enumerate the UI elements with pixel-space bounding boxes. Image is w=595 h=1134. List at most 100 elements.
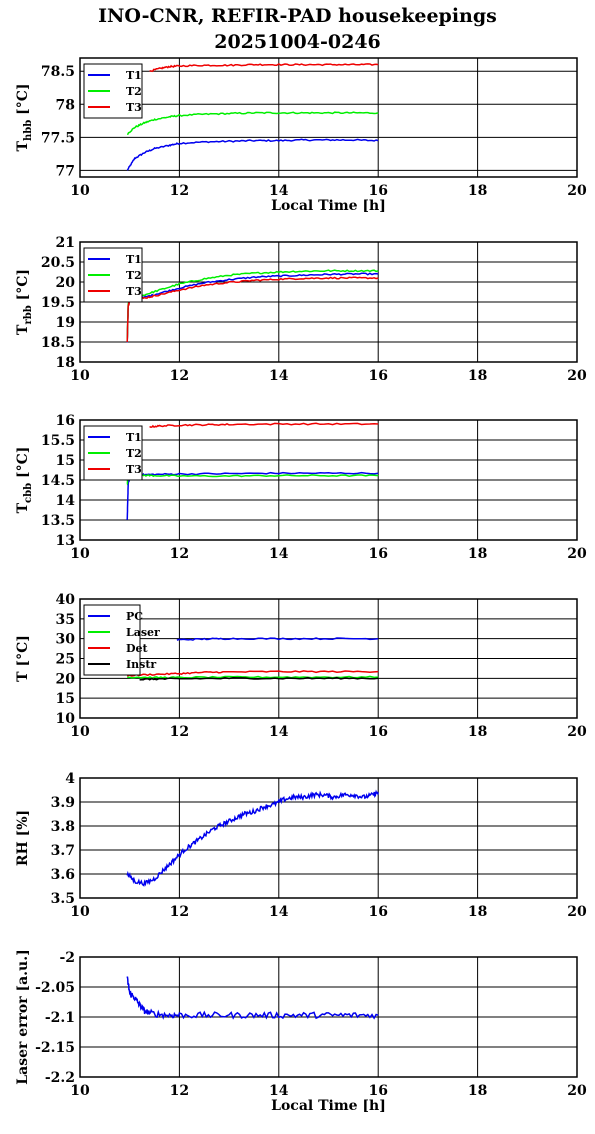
x-tick-label: 20	[567, 368, 587, 384]
plot-frame	[79, 241, 578, 363]
series-line-t3	[149, 422, 379, 428]
x-tick-label: 18	[468, 183, 487, 199]
x-tick-label: 20	[567, 904, 587, 920]
x-tick-label: 16	[368, 183, 387, 199]
x-tick-label: 20	[567, 724, 587, 740]
legend-label: PC	[126, 610, 143, 623]
y-tick-label: 15	[56, 453, 75, 469]
chart-laser: -2.2 -2.15 -2.1 -2.05 -2 10 12 14 16 18 20 Local Ti…	[15, 949, 587, 1114]
legend-label: T3	[126, 463, 142, 476]
y-tick-label: 19.5	[41, 295, 75, 311]
plot-frame	[79, 57, 578, 178]
chart-hbb: 77 77.5 78 78.5 10 12 14 16 18 20 Local Time [h] Th…	[15, 57, 587, 214]
y-tick-label: 14.5	[41, 473, 75, 489]
y-tick-label: 30	[56, 632, 76, 648]
x-tick-label: 20	[567, 546, 587, 562]
x-axis-label: Local Time [h]	[271, 198, 386, 214]
x-axis-label: Local Time [h]	[271, 1098, 386, 1114]
x-tick-label: 18	[468, 724, 487, 740]
series-line-t3	[149, 63, 379, 73]
x-tick-label: 14	[269, 183, 289, 199]
x-tick-label: 18	[468, 546, 487, 562]
series-line-laser	[126, 976, 379, 1020]
y-tick-label: 13.5	[41, 513, 75, 529]
legend-label: T3	[126, 101, 142, 114]
y-tick-label: -2	[59, 950, 75, 966]
y-tick-label: 40	[56, 592, 76, 608]
x-tick-label: 10	[70, 724, 90, 740]
chart-rbb: 18 18.5 19 19.5 20 20.5 21 10 12 14 16 18 20 Trbb [°C…	[15, 235, 587, 384]
y-tick-label: -2.05	[35, 980, 75, 996]
x-tick-label: 10	[70, 546, 90, 562]
legend-label: Instr	[126, 658, 156, 671]
y-tick-label: 3.8	[51, 819, 75, 835]
x-tick-label: 10	[70, 368, 90, 384]
y-tick-label: 16	[56, 413, 75, 429]
chart-cbb: 13 13.5 14 14.5 15 15.5 16 10 12 14 16 18 20 Tcbb [°C…	[15, 413, 587, 562]
y-tick-label: 18.5	[41, 335, 75, 351]
series-line-t3	[126, 276, 379, 343]
y-tick-label: -2.2	[45, 1070, 75, 1086]
y-tick-label: 77	[56, 163, 75, 179]
x-tick-label: 16	[368, 904, 387, 920]
x-tick-label: 16	[368, 546, 387, 562]
y-tick-label: 20	[56, 671, 76, 687]
y-tick-label: 19	[56, 315, 75, 331]
series-line-rh	[126, 789, 379, 887]
x-tick-label: 12	[170, 904, 189, 920]
x-tick-label: 12	[170, 183, 189, 199]
y-tick-label: 14	[56, 493, 76, 509]
x-tick-label: 14	[269, 546, 289, 562]
legend-label: T2	[126, 85, 142, 98]
y-axis-label: Thbb [°C]	[15, 84, 34, 152]
x-tick-label: 12	[170, 368, 189, 384]
x-tick-label: 14	[269, 904, 289, 920]
x-tick-label: 14	[269, 1083, 289, 1099]
y-tick-label: 25	[56, 652, 75, 668]
legend-label: T2	[126, 269, 142, 282]
y-tick-label: 78.5	[41, 64, 75, 80]
x-tick-label: 12	[170, 724, 189, 740]
y-tick-label: 20.5	[41, 255, 75, 271]
plot-frame	[79, 598, 578, 719]
y-axis-label: Trbb [°C]	[15, 269, 34, 335]
y-tick-label: 35	[56, 612, 75, 628]
figure-title: INO-CNR, REFIR-PAD housekeepings	[98, 5, 497, 27]
x-tick-label: 10	[70, 1083, 90, 1099]
plot-frame	[79, 419, 578, 541]
x-tick-label: 16	[368, 1083, 387, 1099]
legend-label: T3	[126, 285, 142, 298]
x-tick-label: 14	[269, 368, 289, 384]
y-tick-label: -2.15	[35, 1040, 75, 1056]
y-tick-label: 18	[56, 355, 75, 371]
y-tick-label: 15.5	[41, 433, 75, 449]
x-tick-label: 10	[70, 183, 90, 199]
series-line-t1	[126, 138, 379, 171]
y-tick-label: 3.5	[51, 891, 75, 907]
x-tick-label: 18	[468, 1083, 487, 1099]
legend-label: T1	[126, 69, 142, 82]
x-tick-label: 12	[170, 546, 189, 562]
y-tick-label: 3.9	[51, 795, 75, 811]
legend-label: Laser	[126, 626, 160, 639]
y-tick-label: -2.1	[45, 1010, 75, 1026]
y-axis-label: Laser error [a.u.]	[15, 949, 31, 1084]
y-tick-label: 10	[56, 711, 76, 727]
plot-frame	[79, 956, 578, 1078]
x-tick-label: 18	[468, 904, 487, 920]
legend-label: T2	[126, 447, 142, 460]
y-tick-label: 20	[56, 275, 76, 291]
chart-temps: 10 15 20 25 30 35 40 10 12 14 16 18 20 T [°C] PC Laser D…	[15, 592, 587, 740]
x-tick-label: 16	[368, 724, 387, 740]
series-line-instr	[139, 676, 379, 681]
y-axis-label: Tcbb [°C]	[15, 447, 34, 514]
y-tick-label: 78	[56, 97, 75, 113]
y-axis-label: RH [%]	[15, 810, 31, 866]
y-tick-label: 77.5	[41, 130, 75, 146]
y-tick-label: 3.7	[51, 843, 75, 859]
y-tick-label: 21	[56, 235, 75, 251]
series-line-pc	[176, 637, 379, 641]
x-tick-label: 16	[368, 368, 387, 384]
